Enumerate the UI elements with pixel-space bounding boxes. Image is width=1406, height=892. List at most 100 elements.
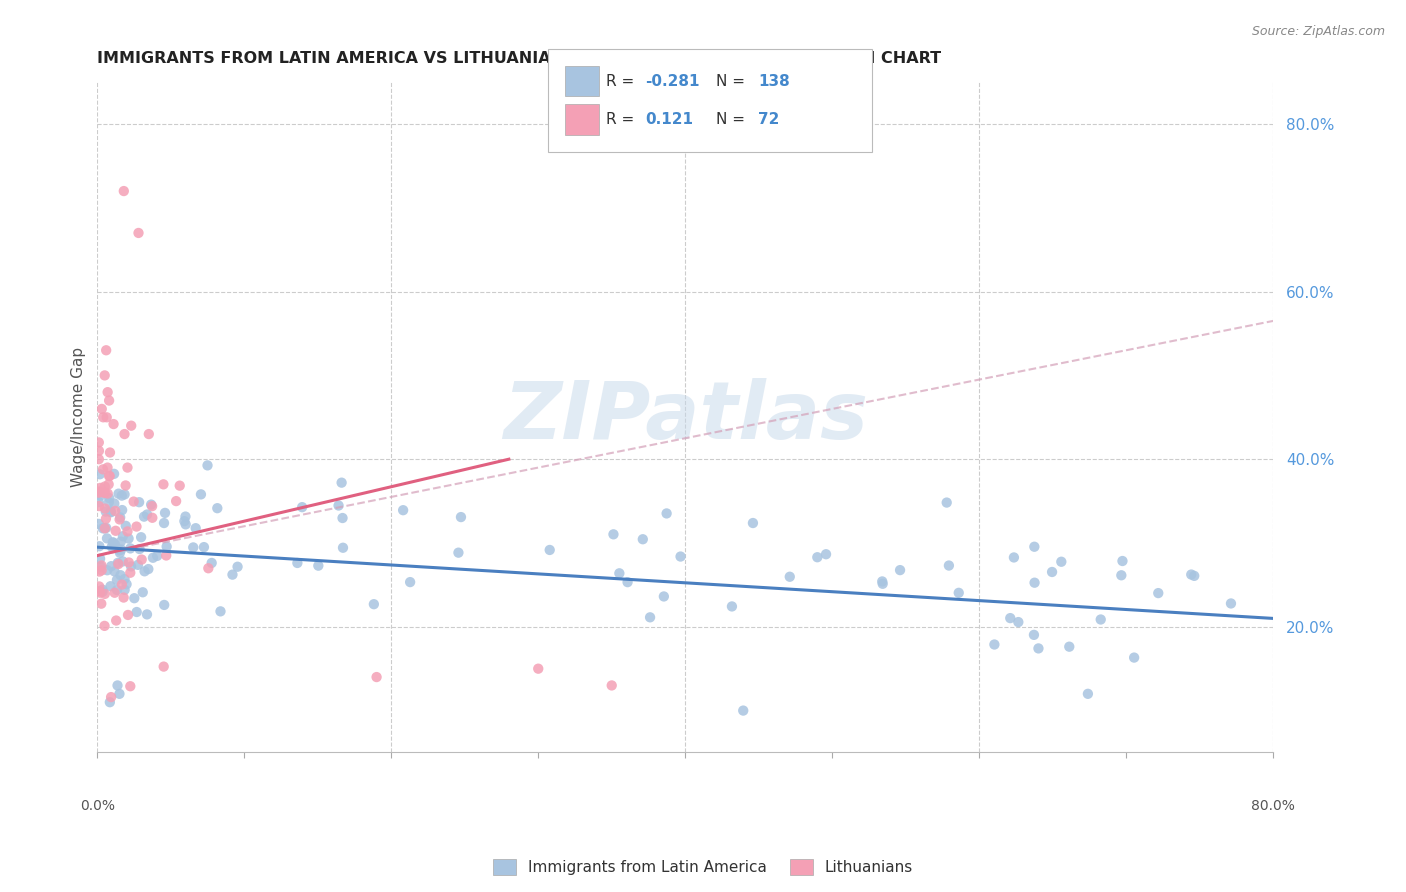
Point [111, 554, 134, 568]
Point [1123, 650, 1146, 665]
Point [103, 565, 125, 579]
Point [100, 540, 122, 554]
Point [114, 427, 136, 442]
Point [221, 567, 243, 582]
Point [100, 559, 122, 574]
Point [97, 495, 120, 509]
Point [120, 566, 142, 580]
Text: 138: 138 [758, 74, 790, 88]
Point [134, 564, 156, 578]
Point [128, 542, 150, 557]
Point [948, 586, 970, 600]
Point [96, 521, 118, 535]
Point [1111, 568, 1133, 582]
Point [104, 537, 127, 551]
Point [616, 575, 638, 590]
Point [90, 559, 112, 574]
Text: R =: R = [606, 74, 634, 88]
Point [155, 549, 177, 563]
Point [872, 576, 894, 591]
Point [94, 587, 117, 601]
Point [307, 558, 329, 573]
Point [104, 504, 127, 518]
Point [132, 585, 155, 599]
Point [447, 546, 470, 560]
Point [98, 491, 121, 505]
Point [209, 604, 232, 618]
Point [184, 521, 207, 535]
Point [96, 460, 118, 475]
Point [742, 516, 765, 530]
Point [100, 505, 122, 519]
Point [104, 524, 127, 538]
Point [94, 501, 117, 516]
Point [89, 579, 111, 593]
Point [538, 543, 561, 558]
Point [125, 519, 148, 533]
Point [103, 467, 125, 481]
Point [96, 563, 118, 577]
Point [93, 368, 115, 383]
Point [111, 503, 134, 517]
Point [89, 551, 111, 566]
Point [94, 505, 117, 519]
Point [392, 503, 415, 517]
Text: Source: ZipAtlas.com: Source: ZipAtlas.com [1251, 25, 1385, 38]
Point [98, 445, 121, 459]
Point [91, 585, 114, 599]
Point [806, 550, 828, 565]
Point [91, 521, 114, 535]
Point [87, 485, 110, 500]
Legend: Immigrants from Latin America, Lithuanians: Immigrants from Latin America, Lithuania… [488, 855, 918, 880]
Point [638, 610, 661, 624]
Point [87, 435, 110, 450]
Point [108, 510, 131, 524]
Point [97, 385, 120, 400]
Point [1040, 565, 1063, 579]
Point [602, 527, 624, 541]
Point [120, 679, 142, 693]
Point [399, 575, 422, 590]
Text: IMMIGRANTS FROM LATIN AMERICA VS LITHUANIAN WAGE/INCOME GAP CORRELATION CHART: IMMIGRANTS FROM LATIN AMERICA VS LITHUAN… [97, 51, 942, 66]
Point [733, 704, 755, 718]
Point [128, 495, 150, 509]
Point [89, 489, 111, 503]
Point [138, 427, 160, 442]
Point [118, 556, 141, 570]
Point [181, 541, 204, 555]
Text: 0.121: 0.121 [645, 112, 693, 127]
Point [114, 582, 136, 597]
Point [90, 401, 112, 416]
Point [1077, 687, 1099, 701]
Point [91, 410, 114, 425]
Point [94, 479, 117, 493]
Point [110, 534, 132, 549]
Point [89, 539, 111, 553]
Point [1182, 569, 1205, 583]
Text: -0.281: -0.281 [645, 74, 700, 88]
Point [93, 485, 115, 500]
Point [1002, 550, 1025, 565]
Point [87, 484, 110, 499]
Point [98, 469, 121, 483]
Point [110, 568, 132, 582]
Point [107, 486, 129, 500]
Point [1050, 555, 1073, 569]
Point [609, 566, 631, 581]
Point [114, 519, 136, 533]
Point [89, 467, 111, 482]
Point [110, 542, 132, 557]
Point [165, 494, 187, 508]
Point [97, 477, 120, 491]
Point [1007, 615, 1029, 629]
Point [124, 591, 146, 606]
Point [98, 695, 121, 709]
Point [87, 584, 110, 599]
Point [107, 678, 129, 692]
Point [1090, 613, 1112, 627]
Point [96, 343, 118, 358]
Point [631, 533, 654, 547]
Point [100, 579, 122, 593]
Point [131, 552, 153, 566]
Point [193, 540, 215, 554]
